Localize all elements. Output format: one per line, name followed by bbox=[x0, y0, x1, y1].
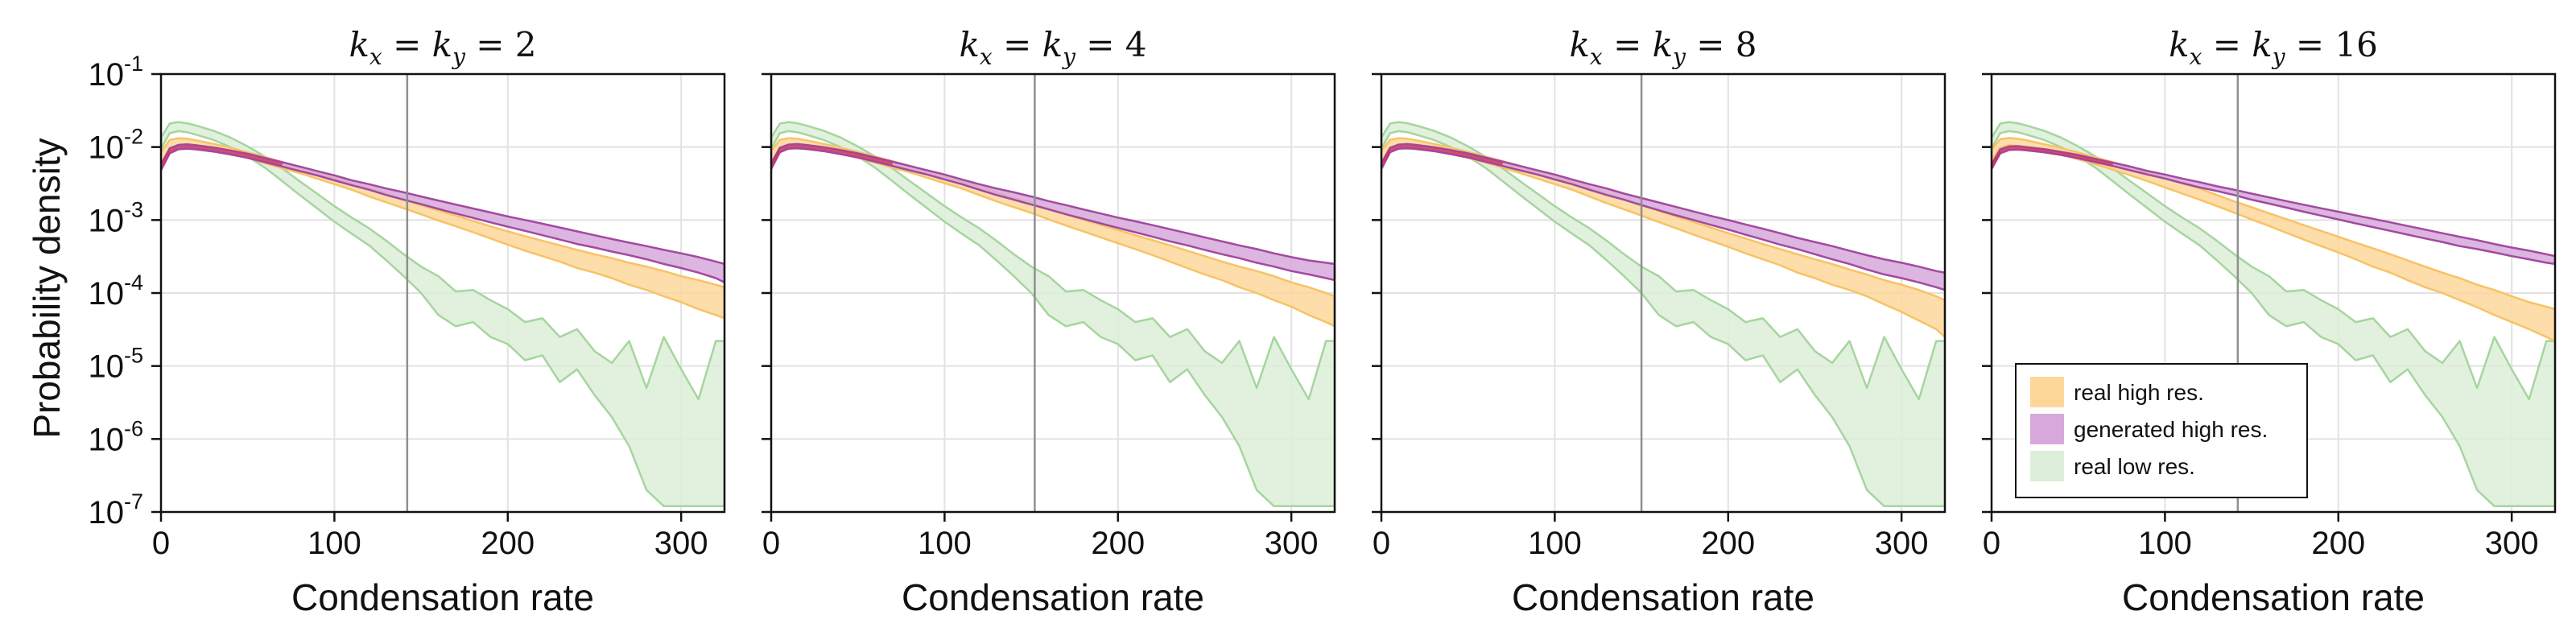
band-real-low-res bbox=[1381, 121, 1945, 508]
x-tick-label: 200 bbox=[1701, 526, 1755, 561]
panel-3: 0 100 200 300 Condensation rate kx = ky = 8 bbox=[1372, 25, 1946, 618]
x-axis-label: Condensation rate bbox=[1512, 576, 1814, 618]
legend-swatch bbox=[2030, 414, 2064, 444]
x-tick-label: 200 bbox=[481, 526, 535, 561]
band-generated-high-res bbox=[1381, 142, 1945, 291]
band-generated-high-res bbox=[771, 142, 1335, 282]
panel-title: kx = ky = 2 bbox=[349, 25, 536, 70]
overlap-line bbox=[1381, 144, 1504, 167]
band-real-low-res bbox=[161, 121, 724, 508]
x-tick-label: 300 bbox=[654, 526, 708, 561]
band-real-low-res bbox=[771, 121, 1335, 508]
x-tick-label: 100 bbox=[918, 526, 972, 561]
y-tick-label: 10-4 bbox=[88, 270, 143, 312]
legend-label: real high res. bbox=[2074, 380, 2204, 405]
x-tick-label: 100 bbox=[2138, 526, 2192, 561]
band-generated-high-res bbox=[161, 143, 724, 284]
y-tick-label: 10-1 bbox=[88, 52, 143, 93]
x-tick-label: 0 bbox=[1983, 526, 2000, 561]
overlap-line bbox=[161, 145, 283, 168]
legend-box bbox=[2015, 363, 2308, 498]
panel-title: kx = ky = 4 bbox=[959, 25, 1146, 70]
legend-item: generated high res. bbox=[2030, 414, 2268, 444]
panel-2: 0 100 200 300 Condensation rate kx = ky = 4 bbox=[762, 25, 1336, 618]
x-tick-label: 200 bbox=[1091, 526, 1145, 561]
legend-label: generated high res. bbox=[2074, 417, 2268, 442]
x-tick-label: 200 bbox=[2311, 526, 2365, 561]
y-tick-label: 10-2 bbox=[88, 125, 143, 166]
legend-swatch bbox=[2030, 451, 2064, 481]
x-tick-label: 0 bbox=[762, 526, 780, 561]
x-axis-label: Condensation rate bbox=[902, 576, 1204, 618]
band-generated-high-res bbox=[1992, 145, 2555, 266]
overlap-line bbox=[1992, 146, 2114, 167]
y-tick-label: 10-5 bbox=[88, 344, 143, 385]
y-axis-label: Probability density bbox=[26, 138, 68, 438]
panel-1: 0 100 200 300 10-1 10-2 10-3 10-4 10-5 10-6 10-7 Co… bbox=[88, 25, 726, 618]
legend-label: real low res. bbox=[2074, 454, 2195, 479]
panel-4: 0 100 200 300 Condensation rate kx = ky = 16 bbox=[1982, 25, 2557, 618]
x-axis-label: Condensation rate bbox=[291, 576, 594, 618]
x-tick-label: 300 bbox=[1265, 526, 1319, 561]
y-tick-label: 10-3 bbox=[88, 197, 143, 238]
x-tick-label: 0 bbox=[1373, 526, 1390, 561]
y-tick-label: 10-6 bbox=[88, 416, 143, 457]
legend-item: real low res. bbox=[2030, 451, 2195, 481]
band-real-low-res bbox=[1992, 121, 2555, 508]
x-tick-label: 300 bbox=[1875, 526, 1929, 561]
x-axis-label: Condensation rate bbox=[2122, 576, 2425, 618]
x-tick-label: 0 bbox=[152, 526, 170, 561]
x-tick-label: 100 bbox=[1528, 526, 1582, 561]
legend-item: real high res. bbox=[2030, 377, 2204, 407]
panels: 0 100 200 300 10-1 10-2 10-3 10-4 10-5 10-6 10-7 Co… bbox=[88, 25, 2557, 618]
x-tick-label: 300 bbox=[2485, 526, 2539, 561]
legend: real high res. generated high res. real lo… bbox=[2015, 363, 2308, 498]
legend-swatch bbox=[2030, 377, 2064, 407]
panel-title: kx = ky = 16 bbox=[2169, 25, 2378, 70]
overlap-line bbox=[771, 144, 894, 167]
y-tick-label: 10-7 bbox=[88, 489, 143, 530]
panel-title: kx = ky = 8 bbox=[1569, 25, 1757, 70]
x-tick-label: 100 bbox=[308, 526, 361, 561]
